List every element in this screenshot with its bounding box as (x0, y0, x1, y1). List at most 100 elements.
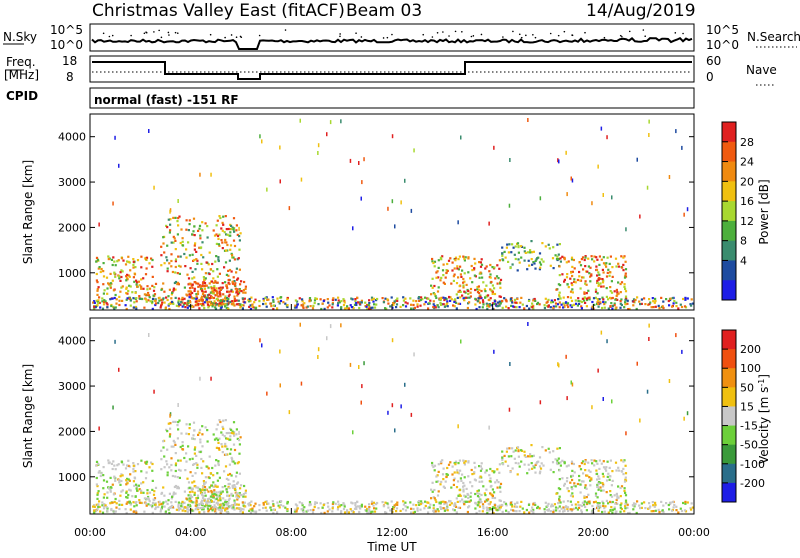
power-cell (527, 251, 530, 254)
power-cell (583, 292, 586, 295)
velocity-cell (102, 466, 105, 469)
power-cell (254, 307, 257, 310)
velocity-cell (162, 501, 165, 504)
velocity-cell (404, 505, 407, 508)
power-cell (524, 251, 527, 254)
nsearch-tick-top: 10^5 (706, 23, 739, 37)
power-cell (585, 298, 589, 302)
velocity-cell (219, 497, 222, 500)
power-cell (293, 306, 297, 309)
power-cell (569, 277, 572, 280)
power-cell (496, 301, 499, 304)
power-cell (430, 293, 433, 296)
velocity-cell (204, 481, 207, 484)
power-cell (218, 287, 221, 290)
power-cell (442, 274, 445, 277)
velocity-cell (626, 506, 629, 509)
freq-label-1: Freq. (6, 55, 36, 69)
velocity-cell (602, 475, 605, 478)
power-cell (372, 300, 375, 303)
velocity-cell (203, 482, 206, 485)
velocity-cell (259, 338, 261, 343)
velocity-cell (591, 405, 593, 410)
power-cell (615, 288, 618, 291)
power-cell (600, 126, 603, 131)
power-cell (201, 292, 205, 295)
power-cell (329, 120, 332, 125)
power-cell (601, 306, 604, 310)
power-cell (238, 291, 241, 294)
power-cell (178, 272, 181, 275)
velocity-cell (531, 455, 534, 458)
velocity-cell (484, 494, 487, 497)
power-cell (232, 239, 236, 242)
velocity-cell (366, 507, 369, 511)
velocity-cell (128, 501, 131, 504)
power-cell (455, 293, 458, 296)
velocity-cell (227, 494, 230, 497)
velocity-cell (170, 457, 173, 460)
power-cell (490, 289, 493, 292)
power-cell (597, 271, 600, 274)
velocity-cell (133, 505, 136, 508)
velocity-cell (584, 505, 587, 508)
power-cell (485, 265, 488, 268)
velocity-cell (185, 432, 188, 435)
velocity-cell (195, 499, 198, 502)
power-cell (110, 304, 113, 308)
power-cell (366, 307, 369, 311)
power-cell (191, 291, 194, 295)
velocity-cell (468, 505, 471, 508)
power-cell (195, 302, 198, 305)
power-cell (207, 263, 210, 266)
power-cell (195, 295, 198, 298)
power-cell (215, 303, 218, 306)
velocity-cell (173, 441, 176, 444)
velocity-cell (223, 507, 226, 510)
power-cell (160, 288, 163, 291)
velocity-cell (193, 448, 196, 451)
velocity-cell (143, 510, 146, 513)
velocity-cell (416, 509, 419, 512)
velocity-cell (372, 504, 375, 507)
power-cell (690, 304, 693, 307)
velocity-cell (201, 485, 205, 489)
power-cell (216, 281, 219, 284)
power-cell (558, 274, 561, 277)
velocity-cell (166, 502, 169, 506)
velocity-cell (501, 458, 504, 461)
velocity-cell (549, 510, 552, 513)
velocity-cell (178, 507, 181, 510)
power-cell (611, 307, 614, 310)
velocity-cell (617, 485, 620, 488)
velocity-cell (476, 504, 479, 507)
velocity-cell (559, 501, 562, 504)
power-cell (219, 216, 222, 220)
power-cell (196, 259, 199, 262)
velocity-cell (132, 501, 135, 504)
power-cell (410, 307, 413, 310)
power-cell (251, 303, 254, 306)
velocity-cell (483, 492, 486, 495)
power-cell (446, 262, 449, 266)
nsearch-point (557, 34, 560, 37)
velocity-cell (672, 506, 675, 509)
velocity-cell (112, 405, 114, 410)
power-cell (160, 298, 163, 301)
nsky-tick-top: 10^5 (50, 23, 83, 37)
velocity-cell (358, 506, 361, 509)
power-cell (177, 217, 180, 220)
power-cell (143, 306, 146, 309)
velocity-cell (519, 505, 522, 508)
nsearch-point (102, 32, 105, 35)
velocity-cell (504, 460, 507, 463)
velocity-cell (286, 509, 289, 513)
power-cell (216, 268, 219, 271)
cpid-strip-frame (89, 87, 695, 109)
power-cell (231, 256, 234, 259)
power-cell (213, 286, 216, 289)
power-cell (198, 227, 201, 230)
power-cell (391, 199, 394, 204)
velocity-cell (559, 488, 562, 491)
velocity-cell (443, 509, 446, 512)
